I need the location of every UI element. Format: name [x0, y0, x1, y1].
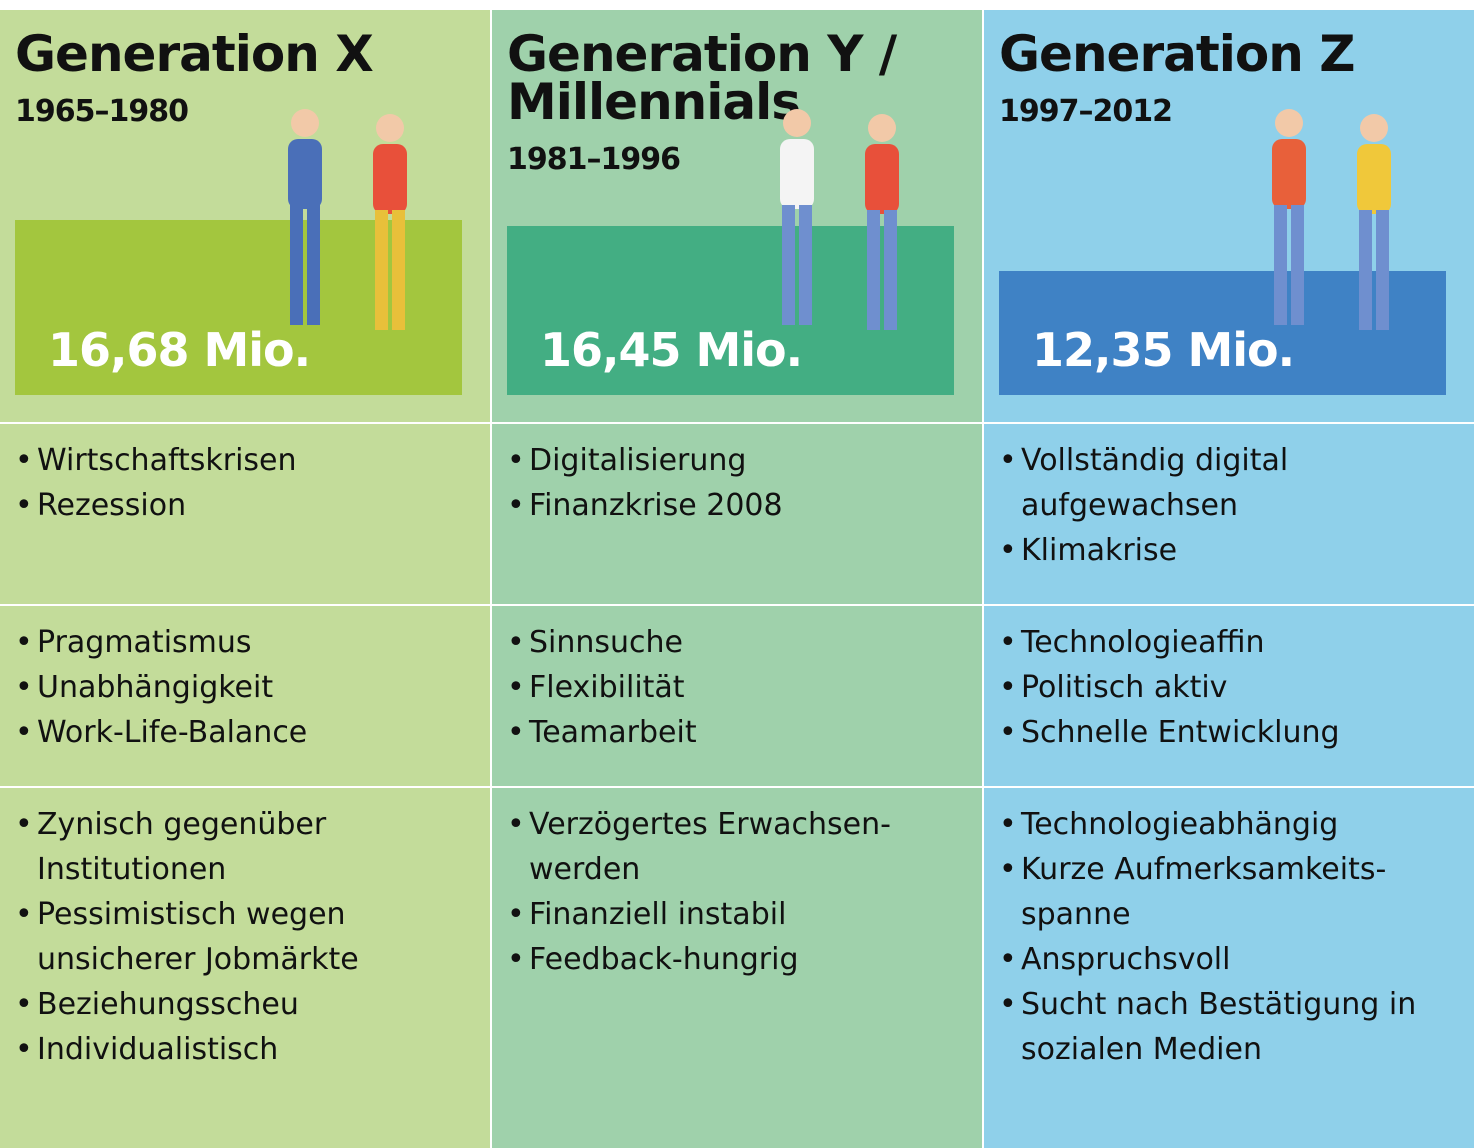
bullet-list: SinnsucheFlexibilitätTeamarbeit [492, 606, 982, 755]
bullet-list: PragmatismusUnabhängigkeitWork-Life-Bala… [0, 606, 490, 755]
bullet-item: Kurze Aufmerksamkeits-spanne [999, 847, 1464, 937]
bullet-item: Feedback-hungrig [507, 937, 972, 982]
row-cell: DigitalisierungFinanzkrise 2008 [492, 422, 982, 604]
bullet-item: Sinnsuche [507, 620, 972, 665]
bullet-item: Individualistisch [15, 1027, 480, 1072]
bullet-list: Vollständig digital aufgewachsenKlimakri… [984, 424, 1474, 573]
population: 16,68 Mio. [48, 323, 311, 377]
bullet-item: Teamarbeit [507, 710, 972, 755]
row-cell: Verzögertes Erwachsen-werdenFinanziell i… [492, 786, 982, 1148]
generation-column: 16,45 Mio. Generation Y / Millennials 1981… [492, 10, 982, 1148]
generation-column: 12,35 Mio. Generation Z 1997–2012 Vollständ… [984, 10, 1474, 1148]
row-cell: Vollständig digital aufgewachsenKlimakri… [984, 422, 1474, 604]
row-cell: WirtschaftskrisenRezession [0, 422, 490, 604]
row-cell: TechnologieabhängigKurze Aufmerksamkeits… [984, 786, 1474, 1148]
bullet-item: Pessimistisch wegen unsicherer Jobmärkte [15, 892, 480, 982]
illustration [1272, 109, 1306, 325]
population: 16,45 Mio. [540, 323, 803, 377]
bullet-list: DigitalisierungFinanzkrise 2008 [492, 424, 982, 528]
bullet-item: Klimakrise [999, 528, 1464, 573]
column-header: 12,35 Mio. Generation Z 1997–2012 [984, 10, 1474, 422]
bullet-item: Flexibilität [507, 665, 972, 710]
generation-title: Generation Z [999, 25, 1356, 83]
title-block: Generation Z 1997–2012 [999, 25, 1389, 136]
bullet-item: Unabhängigkeit [15, 665, 480, 710]
bullet-item: Technologieabhängig [999, 802, 1464, 847]
generation-title: Generation Y / Millennials [507, 25, 897, 131]
bullet-item: Pragmatismus [15, 620, 480, 665]
bullet-item: Zynisch gegenüber Institutionen [15, 802, 480, 892]
illustration [780, 109, 814, 325]
title-block: Generation X 1965–1980 [15, 25, 405, 136]
years: 1981–1996 [507, 142, 681, 177]
bullet-item: Digitalisierung [507, 438, 972, 483]
bullet-item: Anspruchsvoll [999, 937, 1464, 982]
row-cell: SinnsucheFlexibilitätTeamarbeit [492, 604, 982, 786]
population-box: 12,35 Mio. [999, 271, 1446, 395]
row-cell: TechnologieaffinPolitisch aktivSchnelle … [984, 604, 1474, 786]
bullet-list: Verzögertes Erwachsen-werdenFinanziell i… [492, 788, 982, 982]
bullet-item: Finanzkrise 2008 [507, 483, 972, 528]
bullet-list: Zynisch gegenüber InstitutionenPessimist… [0, 788, 490, 1072]
bullet-item: Vollständig digital aufgewachsen [999, 438, 1464, 528]
bullet-item: Verzögertes Erwachsen-werden [507, 802, 972, 892]
bullet-item: Wirtschaftskrisen [15, 438, 480, 483]
bullet-item: Technologieaffin [999, 620, 1464, 665]
column-header: 16,45 Mio. Generation Y / Millennials 1981… [492, 10, 982, 422]
bullet-item: Schnelle Entwicklung [999, 710, 1464, 755]
illustration [288, 109, 322, 325]
generation-column: 16,68 Mio. Generation X 1965–1980 Wirtschaf… [0, 10, 490, 1148]
row-cell: PragmatismusUnabhängigkeitWork-Life-Bala… [0, 604, 490, 786]
generation-table: 16,68 Mio. Generation X 1965–1980 Wirtschaf… [0, 10, 1476, 1148]
bullet-item: Politisch aktiv [999, 665, 1464, 710]
bullet-list: TechnologieaffinPolitisch aktivSchnelle … [984, 606, 1474, 755]
illustration [865, 114, 899, 330]
bullet-item: Work-Life-Balance [15, 710, 480, 755]
bullet-item: Beziehungsscheu [15, 982, 480, 1027]
bullet-list: WirtschaftskrisenRezession [0, 424, 490, 528]
bullet-item: Rezession [15, 483, 480, 528]
illustration [373, 114, 407, 330]
population: 12,35 Mio. [1032, 323, 1295, 377]
years: 1965–1980 [15, 94, 189, 129]
row-cell: Zynisch gegenüber InstitutionenPessimist… [0, 786, 490, 1148]
bullet-item: Finanziell instabil [507, 892, 972, 937]
bullet-item: Sucht nach Bestätigung in sozialen Medie… [999, 982, 1464, 1072]
years: 1997–2012 [999, 94, 1173, 129]
generation-title: Generation X [15, 25, 374, 83]
illustration [1357, 114, 1391, 330]
title-block: Generation Y / Millennials 1981–1996 [507, 25, 897, 184]
bullet-list: TechnologieabhängigKurze Aufmerksamkeits… [984, 788, 1474, 1072]
column-header: 16,68 Mio. Generation X 1965–1980 [0, 10, 490, 422]
